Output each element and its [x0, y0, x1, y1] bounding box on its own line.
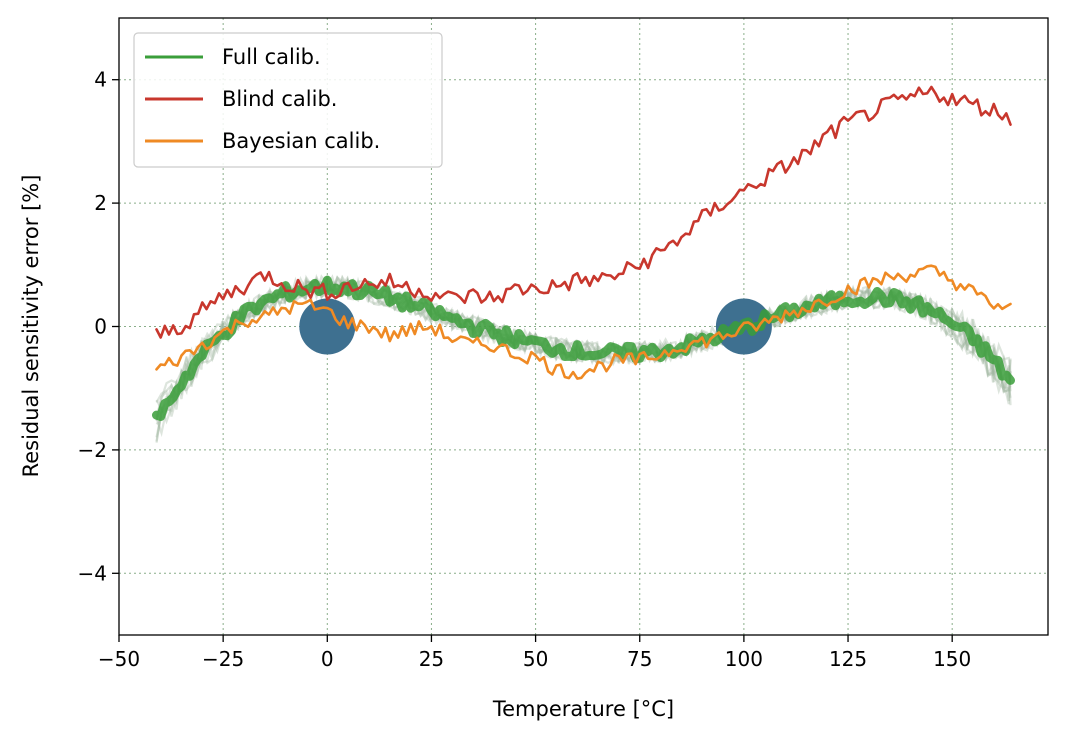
legend-label-blind-calib: Blind calib.	[222, 87, 337, 111]
x-tick-label: 0	[321, 647, 334, 671]
x-tick-label: 150	[933, 647, 971, 671]
x-tick-label: 75	[627, 647, 652, 671]
series-line-bayesian-calib	[155, 264, 1012, 380]
legend-label-full-calib: Full calib.	[222, 45, 321, 69]
x-tick-label: 100	[725, 647, 763, 671]
legend-label-bayesian-calib: Bayesian calib.	[222, 129, 380, 153]
x-tick-label: −50	[98, 647, 140, 671]
y-tick-label: 2	[94, 191, 107, 215]
y-axis-label: Residual sensitivity error [%]	[19, 175, 43, 478]
x-tick-label: 125	[829, 647, 867, 671]
x-tick-label: 25	[419, 647, 444, 671]
y-axis: −4 −2 0 2 4	[78, 68, 119, 585]
series-line-blind-calib	[155, 85, 1012, 339]
legend: Full calib. Blind calib. Bayesian calib.	[133, 32, 443, 168]
x-axis: −50 −25 0 25 50 75 100 125 150	[98, 635, 971, 671]
calibration-point-marker	[299, 298, 356, 355]
x-tick-label: −25	[202, 647, 244, 671]
x-tick-label: 50	[523, 647, 548, 671]
y-tick-label: −4	[78, 561, 107, 585]
series-line-full-calib	[152, 275, 1015, 421]
y-tick-label: −2	[78, 438, 107, 462]
y-tick-label: 0	[94, 315, 107, 339]
series-lines	[152, 85, 1015, 421]
y-tick-label: 4	[94, 68, 107, 92]
legend-box	[133, 32, 443, 168]
x-axis-label: Temperature [°C]	[492, 697, 674, 721]
